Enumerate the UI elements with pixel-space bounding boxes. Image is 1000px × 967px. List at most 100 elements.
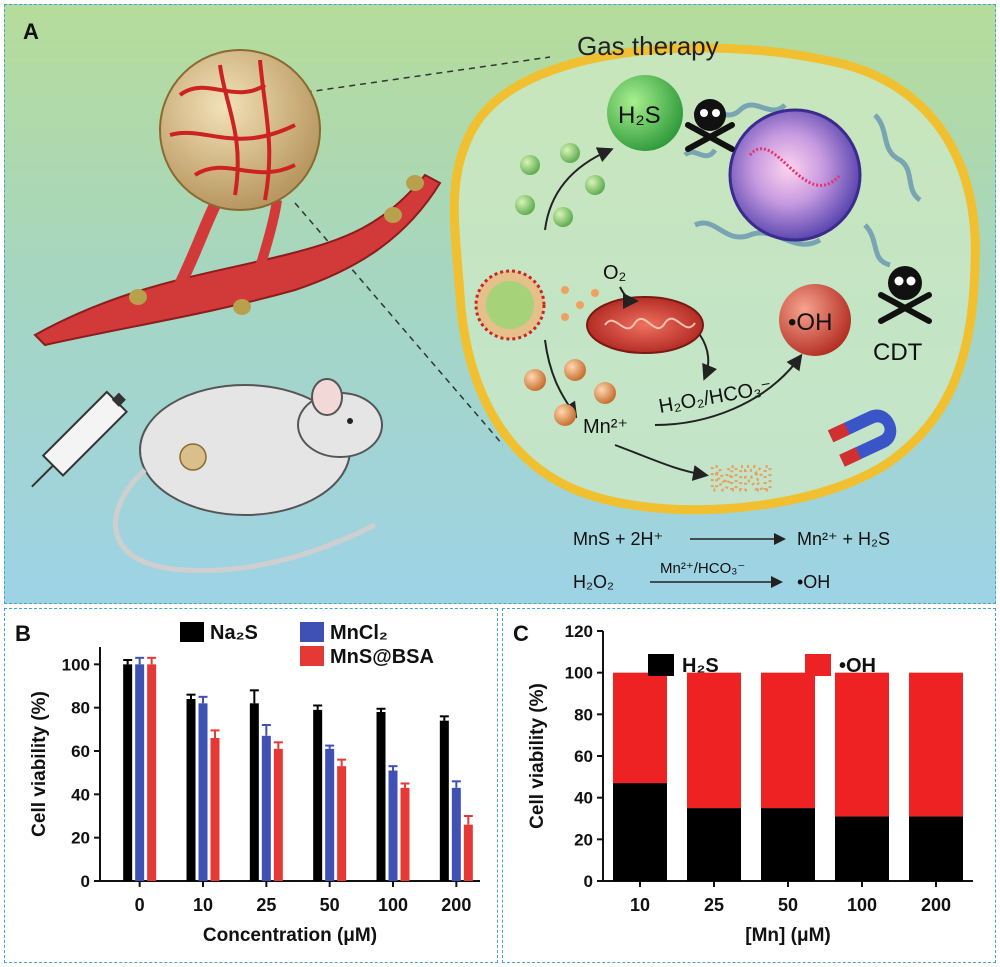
x-tick-label: 50 [320, 895, 340, 915]
bar-Na₂S [249, 703, 259, 881]
bar-MnS@BSA [463, 824, 473, 881]
x-tick-label: 50 [778, 895, 798, 915]
panel-a-label: A [23, 19, 39, 44]
bar-MnS@BSA [400, 787, 410, 881]
y-tick-label: 100 [62, 655, 90, 674]
mn2-label: Mn²⁺ [583, 416, 628, 438]
bar-MnS@BSA [147, 664, 157, 881]
bar-MnCl₂ [325, 748, 335, 881]
panel-b-label: B [15, 621, 31, 646]
bar-H₂S [687, 808, 741, 881]
legend-swatch-MnS@BSA [300, 646, 324, 666]
x-tick-label: 100 [847, 895, 877, 915]
y-tick-label: 0 [81, 872, 90, 891]
y-tick-label: 80 [574, 705, 593, 724]
bar-MnCl₂ [388, 770, 398, 881]
x-tick-label: 10 [193, 895, 213, 915]
y-axis-title: Cell viability (%) [29, 691, 50, 837]
y-tick-label: 20 [574, 830, 593, 849]
legend-swatch-MnCl₂ [300, 622, 324, 642]
x-tick-label: 10 [630, 895, 650, 915]
y-tick-label: 0 [584, 872, 593, 891]
panel-c-chart: C 0 20 40 60 80 100 120 10 25 50 100 200 [Mn] (μM) Ce… [502, 608, 996, 963]
equation-2-catalyst: Mn²⁺/HCO₃⁻ [660, 560, 745, 577]
x-tick-label: 0 [135, 895, 145, 915]
magnet-icon [827, 409, 897, 467]
bar-Na₂S [439, 720, 449, 881]
syringe-icon [31, 390, 129, 488]
zoom-line-top [272, 56, 551, 98]
cdt-label: CDT [873, 339, 923, 366]
x-tick-label: 25 [704, 895, 724, 915]
mouse-illustration [113, 378, 383, 574]
legend-label-MnS@BSA: MnS@BSA [330, 646, 434, 668]
equation-2-right: •OH [797, 572, 830, 592]
panel-b-chart: B 0 20 40 60 80 100 0 10 25 50 100 200 Concentration… [4, 608, 498, 963]
legend-swatch-H₂S [648, 654, 674, 676]
bar-MnCl₂ [261, 735, 271, 881]
y-tick-label: 80 [71, 699, 90, 718]
bar-H₂S [613, 783, 667, 881]
bar-•OH [613, 672, 667, 784]
legend-swatch-Na₂S [180, 622, 204, 642]
bar-Na₂S [376, 712, 386, 881]
bar-H₂S [761, 808, 815, 881]
bar-H₂S [909, 816, 963, 881]
equation-1-left: MnS + 2H⁺ [573, 529, 663, 549]
blood-vessel [33, 173, 442, 347]
h2s-label: H₂S [618, 102, 661, 129]
skull-crossbones-icon-2 [878, 266, 932, 324]
h2s-molecules [515, 143, 605, 227]
bar-MnS@BSA [273, 748, 283, 881]
y-tick-label: 40 [71, 785, 90, 804]
bar-MnCl₂ [451, 787, 461, 881]
legend-label-H₂S: H₂S [682, 655, 719, 677]
x-axis-title: Concentration (μM) [203, 925, 377, 946]
bar-MnS@BSA [337, 766, 347, 881]
oh-label: •OH [788, 309, 832, 336]
x-tick-label: 200 [921, 895, 951, 915]
y-tick-label: 120 [565, 622, 593, 641]
legend-label-Na₂S: Na₂S [210, 622, 258, 644]
bar-MnCl₂ [198, 703, 208, 881]
bar-•OH [835, 672, 889, 817]
bar-Na₂S [313, 709, 323, 881]
legend-label-•OH: •OH [839, 655, 876, 677]
zoom-line-bottom [294, 202, 504, 446]
x-axis-title: [Mn] (μM) [745, 925, 830, 946]
gas-therapy-text: Gas therapy [577, 31, 719, 61]
oh-radical-sphere [779, 284, 851, 356]
bar-Na₂S [123, 664, 133, 881]
bar-H₂S [835, 816, 889, 881]
schematic-illustration: Gas therapy H₂S [31, 31, 980, 592]
h2s-sphere [607, 75, 683, 151]
y-tick-label: 20 [71, 829, 90, 848]
equation-2-left: H₂O₂ [573, 572, 614, 592]
bar-•OH [909, 672, 963, 817]
x-tick-label: 200 [441, 895, 471, 915]
y-tick-label: 60 [71, 742, 90, 761]
chart-b-svg: 0 20 40 60 80 100 0 10 25 50 100 200 Concentration (… [29, 622, 480, 946]
legend-label-MnCl₂: MnCl₂ [330, 622, 388, 644]
o2-label: O₂ [603, 262, 626, 284]
bar-Na₂S [186, 699, 196, 881]
legend-swatch-•OH [805, 654, 831, 676]
bar-•OH [687, 672, 741, 809]
mns-bsa-nanoparticle [474, 269, 546, 341]
bar-MnCl₂ [135, 664, 145, 881]
y-axis-title: Cell viability (%) [527, 683, 548, 829]
bar-•OH [761, 672, 815, 809]
equation-1-right: Mn²⁺ + H₂S [797, 529, 890, 549]
mitochondrion [586, 296, 704, 354]
y-tick-label: 40 [574, 789, 593, 808]
chart-c-svg: 0 20 40 60 80 100 120 10 25 50 100 200 [Mn] (μM) Cell… [527, 622, 973, 946]
skull-crossbones-icon [685, 99, 735, 152]
panel-c-label: C [513, 621, 529, 646]
y-tick-label: 60 [574, 747, 593, 766]
x-tick-label: 25 [256, 895, 276, 915]
x-tick-label: 100 [378, 895, 408, 915]
tumor [159, 49, 321, 211]
panel-a-schematic: A [4, 4, 996, 604]
bar-MnS@BSA [210, 738, 220, 881]
y-tick-label: 100 [565, 664, 593, 683]
